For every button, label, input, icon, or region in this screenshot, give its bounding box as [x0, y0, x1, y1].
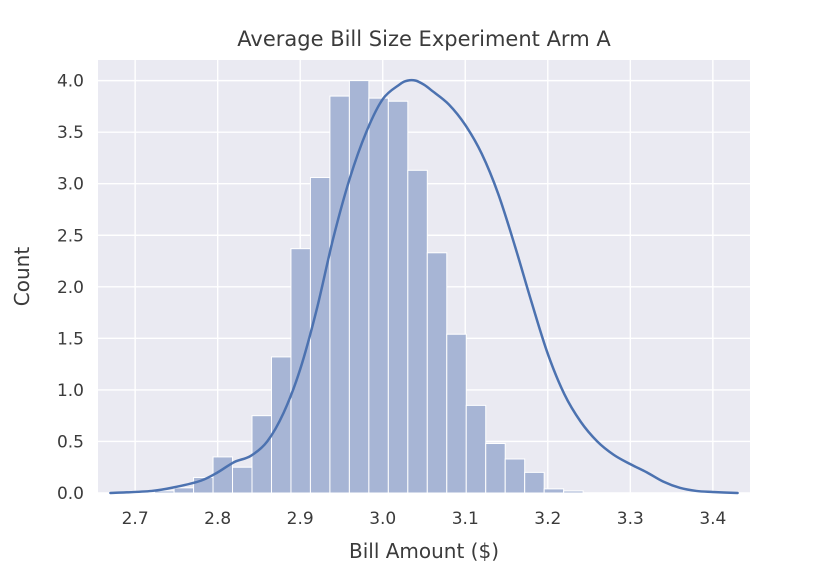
histogram-bar	[465, 404, 487, 494]
histogram-bar	[309, 177, 331, 494]
histogram-bar	[446, 333, 467, 494]
histogram-bar	[485, 443, 506, 494]
x-tick-label: 2.8	[204, 509, 231, 529]
x-tick-label: 3.3	[617, 509, 644, 529]
histogram-bar	[348, 80, 370, 494]
chart-title: Average Bill Size Experiment Arm A	[237, 27, 611, 51]
x-tick-label: 3.1	[452, 509, 479, 529]
y-axis-ticks: 0.0 0.5 1.0 1.5 2.0 2.5 3.0 3.5 4.0	[57, 72, 84, 504]
histogram-bar	[504, 458, 526, 494]
x-tick-label: 3.4	[699, 509, 726, 529]
y-tick-label: 2.0	[57, 278, 84, 298]
histogram-bar	[212, 456, 234, 494]
histogram-bar	[329, 95, 350, 494]
y-tick-label: 3.0	[57, 175, 84, 195]
y-tick-label: 2.5	[57, 226, 84, 246]
y-axis-label: Count	[10, 247, 34, 307]
x-tick-label: 3.2	[534, 509, 561, 529]
y-tick-label: 0.5	[57, 432, 84, 452]
histogram-bar	[270, 356, 292, 494]
histogram-bar	[387, 100, 409, 494]
y-tick-label: 3.5	[57, 123, 84, 143]
y-tick-label: 0.0	[57, 484, 84, 504]
histogram-bar	[563, 490, 584, 494]
y-tick-label: 4.0	[57, 72, 84, 92]
y-tick-label: 1.5	[57, 329, 84, 349]
histogram-bar	[426, 252, 448, 494]
histogram-bar	[232, 466, 253, 494]
y-tick-label: 1.0	[57, 381, 84, 401]
histogram-bar	[368, 97, 389, 494]
histogram-bar	[524, 471, 545, 494]
histogram-bar	[173, 487, 195, 494]
histogram-bar	[407, 169, 428, 494]
x-tick-label: 2.9	[287, 509, 314, 529]
x-axis-label: Bill Amount ($)	[349, 539, 499, 563]
x-tick-label: 2.7	[122, 509, 149, 529]
density-curve	[109, 78, 739, 495]
x-axis-ticks: 2.7 2.8 2.9 3.0 3.1 3.2 3.3 3.4	[122, 509, 727, 529]
x-tick-label: 3.0	[369, 509, 396, 529]
histogram-bar	[543, 488, 565, 494]
